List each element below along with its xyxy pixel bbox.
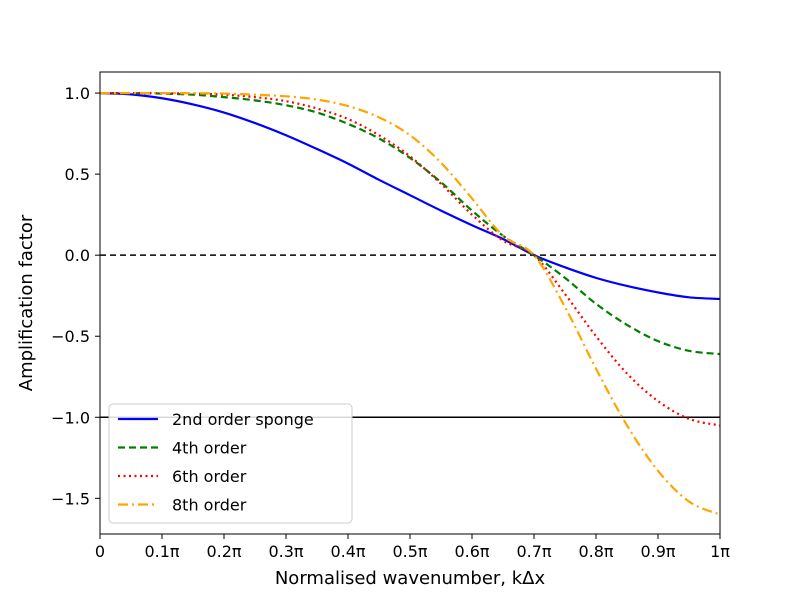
x-tick-label: 0.6π: [454, 542, 489, 561]
x-tick-label: 0.4π: [330, 542, 365, 561]
y-tick-label: 0.0: [65, 246, 90, 265]
x-tick-label: 1π: [710, 542, 730, 561]
legend-label-4th-order: 4th order: [172, 439, 247, 458]
x-tick-label: 0.5π: [392, 542, 427, 561]
y-tick-label: −1.5: [51, 489, 90, 508]
series-line-4th-order: [99, 91, 721, 356]
x-tick-label: 0.3π: [268, 542, 303, 561]
legend-label-6th-order: 6th order: [172, 467, 247, 486]
x-tick-label: 0.9π: [640, 542, 675, 561]
y-tick-label: −0.5: [51, 327, 90, 346]
plot-lines-layer: [99, 91, 721, 516]
series-line-2nd-order-sponge: [99, 91, 721, 301]
x-tick-label: 0.7π: [516, 542, 551, 561]
series-line-8th-order: [100, 91, 721, 516]
x-tick-label: 0.2π: [206, 542, 241, 561]
legend-box: [108, 403, 353, 524]
y-tick-label: 0.5: [65, 165, 90, 184]
x-tick-label: 0.1π: [144, 542, 179, 561]
x-tick-label: 0: [95, 542, 105, 561]
y-tick-label: 1.0: [65, 84, 90, 103]
legend-label-8th-order: 8th order: [172, 496, 247, 515]
legend-label-2nd-order-sponge: 2nd order sponge: [172, 410, 314, 429]
x-tick-label: 0.8π: [578, 542, 613, 561]
y-axis-ticks: 1.0 0.5 0.0 −0.5 −1.0 −1.5: [51, 84, 100, 508]
y-tick-label: −1.0: [51, 408, 90, 427]
x-axis-ticks: 0 0.1π 0.2π 0.3π 0.4π 0.5π 0.6π 0.7π 0.8π 0.9π 1π: [95, 534, 730, 561]
y-axis-title: Amplification factor: [16, 214, 37, 391]
x-axis-title: Normalised wavenumber, kΔx: [275, 568, 546, 589]
legend: 2nd order sponge 4th order 6th order 8th or…: [108, 403, 353, 524]
